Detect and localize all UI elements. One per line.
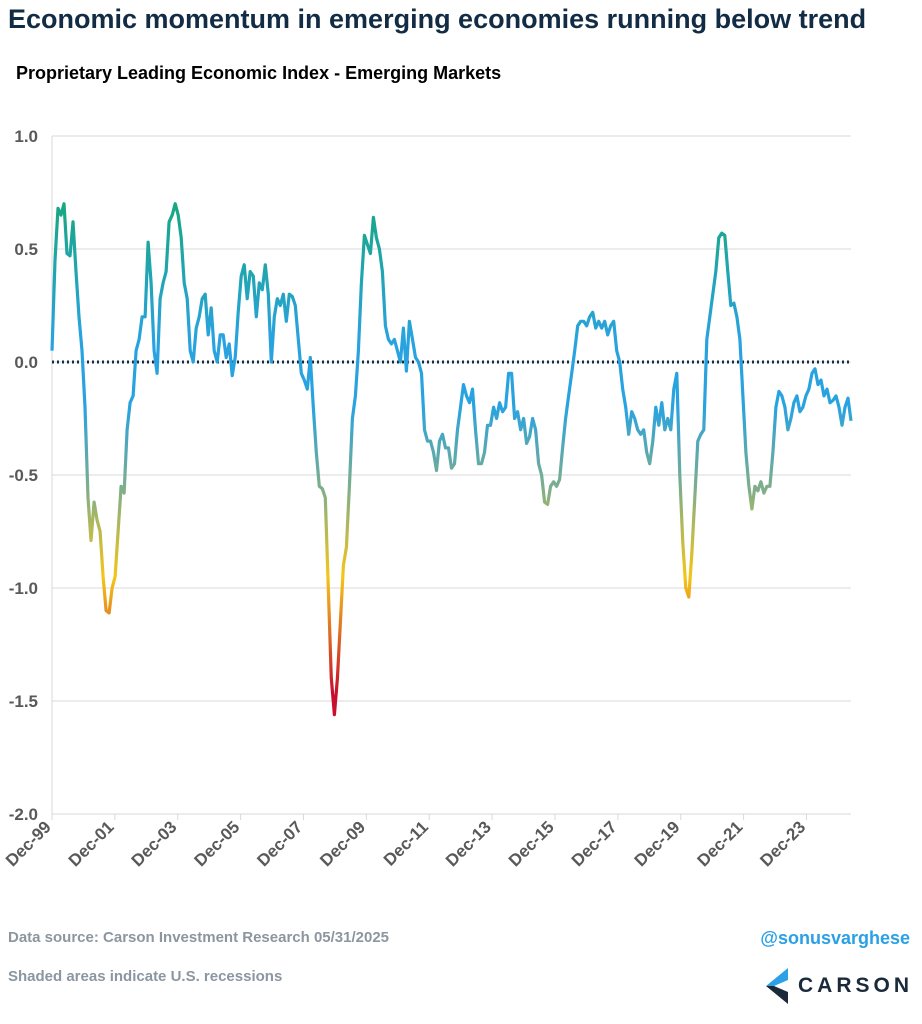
x-tick-label: Dec-13: [442, 817, 495, 870]
x-tick-label: Dec-19: [631, 817, 684, 870]
carson-logo-icon: [766, 968, 788, 1004]
page-title: Economic momentum in emerging economies …: [8, 4, 867, 34]
series-line: [50, 202, 853, 717]
chart-subtitle: Proprietary Leading Economic Index - Eme…: [16, 63, 502, 83]
carson-logo: CARSON: [766, 968, 913, 1004]
y-tick-label: 1.0: [14, 127, 38, 146]
x-tick-label: Dec-05: [191, 817, 244, 870]
x-tick-label: Dec-07: [253, 817, 306, 870]
x-tick-label: Dec-01: [65, 817, 118, 870]
logo-text: CARSON: [798, 974, 914, 997]
x-tick-label: Dec-03: [128, 817, 181, 870]
y-tick-label: 0.5: [14, 240, 38, 259]
y-tick-label: -1.0: [9, 579, 38, 598]
x-tick-label: Dec-99: [2, 817, 55, 870]
x-tick-label: Dec-21: [694, 817, 747, 870]
grid-layer: [51, 135, 851, 815]
twitter-handle[interactable]: @sonusvarghese: [760, 928, 910, 948]
y-axis: 1.0 0.5 0.0 -0.5 -1.0 -1.5 -2.0: [9, 127, 38, 824]
x-tick-label: Dec-15: [505, 817, 558, 870]
y-tick-label: -0.5: [9, 466, 38, 485]
x-tick-label: Dec-17: [568, 817, 621, 870]
recession-note: Shaded areas indicate U.S. recessions: [8, 968, 283, 985]
line-chart: 1.00.50.0-0.5-1.0-1.5-2.0 Dec-99 Dec-01 De…: [2, 127, 853, 870]
x-tick-label: Dec-23: [756, 817, 809, 870]
x-tick-label: Dec-11: [380, 817, 432, 869]
x-axis: Dec-99 Dec-01 Dec-03 Dec-05 Dec-07 Dec-09 Dec-…: [2, 814, 809, 870]
data-source: Data source: Carson Investment Research …: [8, 929, 390, 946]
x-tick-label: Dec-09: [316, 817, 369, 870]
y-tick-label: 0.0: [14, 353, 38, 372]
y-tick-label: -2.0: [9, 805, 38, 824]
y-tick-label: -1.5: [9, 692, 38, 711]
